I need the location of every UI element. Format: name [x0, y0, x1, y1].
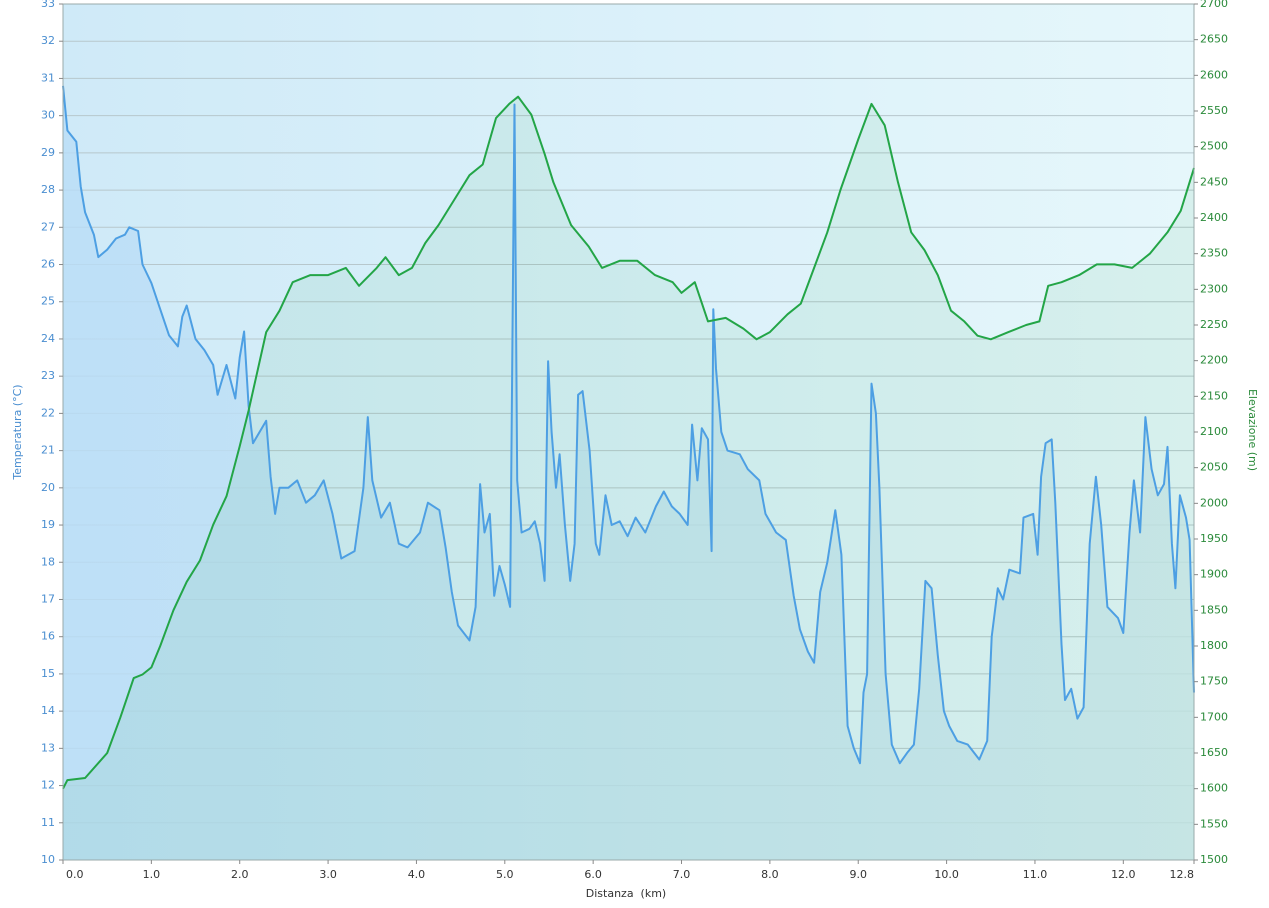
x-tick-label: 9.0 — [849, 868, 867, 881]
y2-tick-label: 1950 — [1200, 532, 1228, 545]
y-tick-label: 28 — [41, 183, 55, 196]
y-tick-label: 14 — [41, 704, 55, 717]
y2-tick-label: 2150 — [1200, 389, 1228, 402]
y2-tick-label: 2000 — [1200, 496, 1228, 509]
area — [63, 96, 1194, 860]
y-tick-label: 16 — [41, 630, 55, 643]
y2-tick-label: 1650 — [1200, 746, 1228, 759]
y-tick-label: 23 — [41, 369, 55, 382]
y-axis-label: Temperatura (°C) — [11, 384, 24, 480]
y-tick-label: 21 — [41, 444, 55, 457]
y-tick-label: 27 — [41, 220, 55, 233]
y2-tick-label: 2100 — [1200, 425, 1228, 438]
y-tick-label: 32 — [41, 34, 55, 47]
x-tick-label: 12.0 — [1111, 868, 1136, 881]
y-tick-label: 22 — [41, 406, 55, 419]
y2-tick-label: 1850 — [1200, 603, 1228, 616]
line — [62, 85, 1195, 765]
y-tick-label: 31 — [41, 71, 55, 84]
y2-tick-label: 1800 — [1200, 639, 1228, 652]
y2-tick-label: 2250 — [1200, 318, 1228, 331]
y-tick-label: 20 — [41, 481, 55, 494]
y-tick-label: 10 — [41, 853, 55, 866]
y-tick-label: 25 — [41, 295, 55, 308]
x-tick-label: 0.0 — [66, 868, 84, 881]
x-tick-label: 6.0 — [584, 868, 602, 881]
y2-tick-label: 2200 — [1200, 354, 1228, 367]
y2-tick-label: 2500 — [1200, 140, 1228, 153]
y2-tick-label: 2050 — [1200, 461, 1228, 474]
y-tick-label: 19 — [41, 518, 55, 531]
y-tick-label: 13 — [41, 741, 55, 754]
x-tick-label: 5.0 — [496, 868, 514, 881]
y2-tick-label: 1600 — [1200, 782, 1228, 795]
y2-tick-label: 1500 — [1200, 853, 1228, 866]
x-tick-label: 2.0 — [231, 868, 249, 881]
y2-axis-label: Elevazione (m) — [1246, 389, 1259, 471]
y2-tick-label: 2300 — [1200, 282, 1228, 295]
x-axis-label: Distanza (km) — [586, 887, 666, 900]
area — [63, 85, 1194, 860]
y2-tick-label: 2550 — [1200, 104, 1228, 117]
y-tick-label: 24 — [41, 332, 55, 345]
x-tick-label: 7.0 — [673, 868, 691, 881]
y-tick-label: 30 — [41, 109, 55, 122]
y-tick-label: 18 — [41, 555, 55, 568]
y-tick-label: 11 — [41, 816, 55, 829]
y2-tick-label: 1750 — [1200, 675, 1228, 688]
x-tick-label: 8.0 — [761, 868, 779, 881]
x-tick-label: 4.0 — [408, 868, 426, 881]
y2-tick-label: 1700 — [1200, 710, 1228, 723]
x-tick-label: 3.0 — [319, 868, 337, 881]
y2-tick-label: 2650 — [1200, 33, 1228, 46]
y-tick-label: 26 — [41, 258, 55, 271]
x-tick-label: 11.0 — [1023, 868, 1048, 881]
y2-tick-label: 2450 — [1200, 175, 1228, 188]
y-tick-label: 12 — [41, 779, 55, 792]
y2-tick-label: 2700 — [1200, 0, 1228, 10]
y-tick-label: 17 — [41, 592, 55, 605]
x-tick-label: 1.0 — [143, 868, 161, 881]
y-tick-label: 33 — [41, 0, 55, 10]
x-tick-label: 10.0 — [934, 868, 959, 881]
y-tick-label: 29 — [41, 146, 55, 159]
y2-tick-label: 1900 — [1200, 568, 1228, 581]
y2-tick-label: 2600 — [1200, 68, 1228, 81]
y-tick-label: 15 — [41, 667, 55, 680]
y2-tick-label: 1550 — [1200, 817, 1228, 830]
y2-tick-label: 2350 — [1200, 247, 1228, 260]
line — [62, 95, 1195, 790]
x-tick-label: 12.8 — [1170, 868, 1195, 881]
y2-tick-label: 2400 — [1200, 211, 1228, 224]
